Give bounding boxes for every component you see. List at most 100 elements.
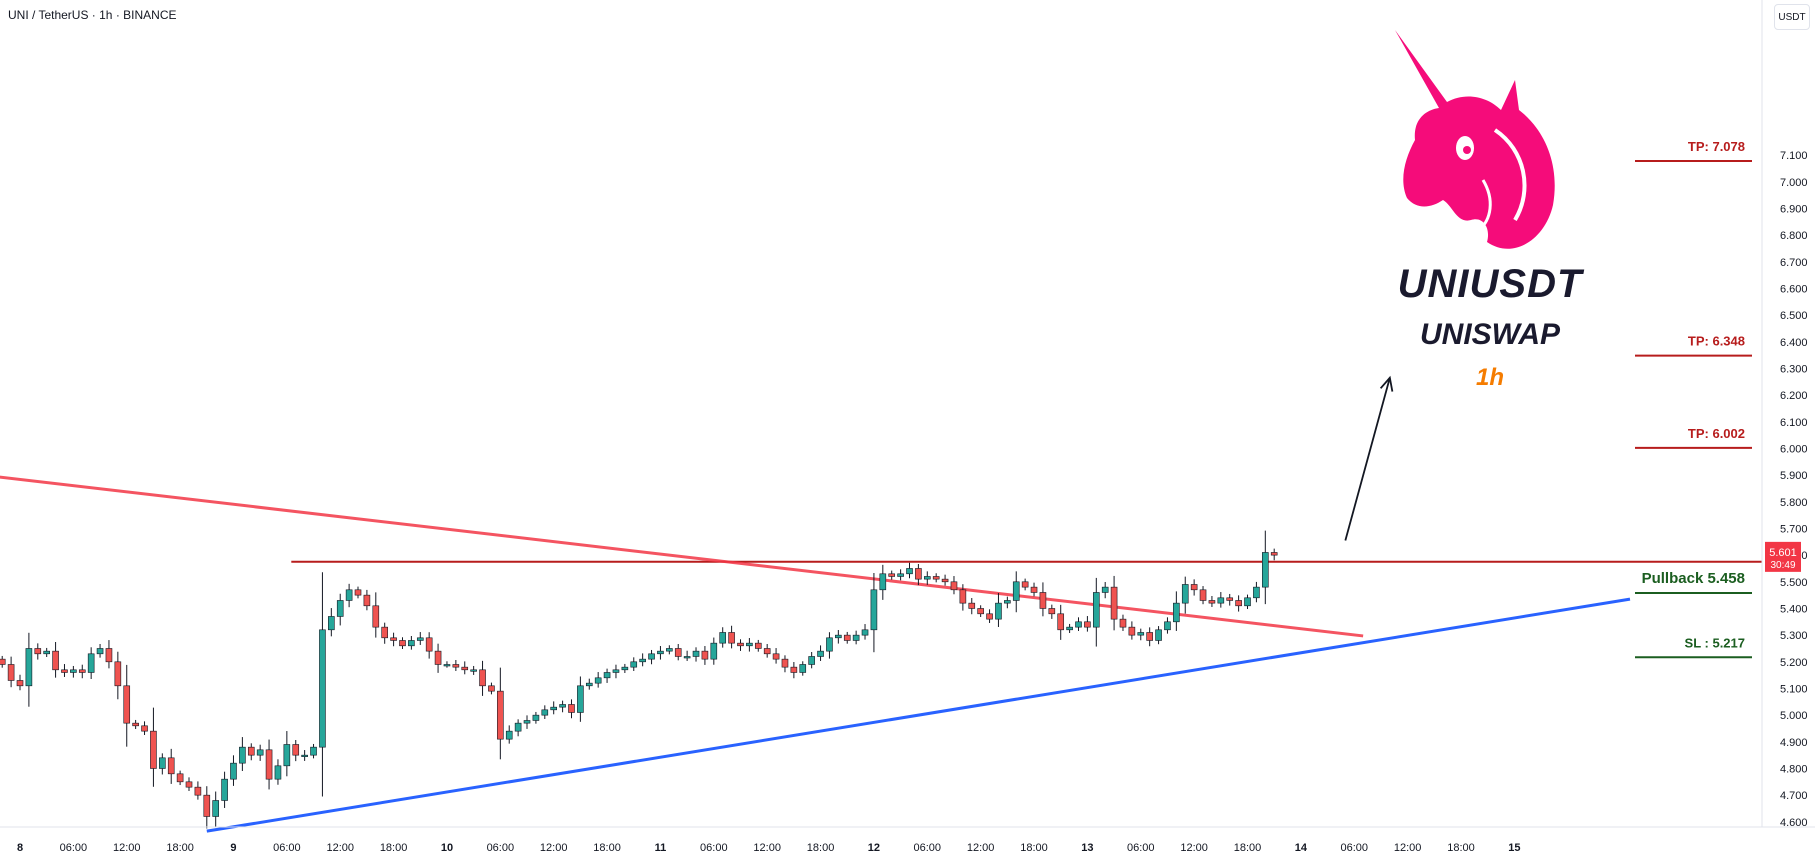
candle-body [345,589,353,601]
candle-body [381,626,388,639]
levels-layer: TP: 7.078 TP: 6.348 TP: 6.002 Pullback 5.45… [291,139,1762,659]
candle-body [1084,621,1091,628]
x-tick-label: 12:00 [540,842,568,854]
x-tick-label: 06:00 [273,842,301,854]
candle-body [1012,581,1020,601]
candle-body [132,722,139,727]
candle-body [203,794,211,817]
candle-body [737,642,744,647]
candle-body [1199,589,1207,601]
candle-body [808,656,815,665]
candle-body [1181,584,1189,604]
candle-body [328,616,335,631]
x-tick-label: 12:00 [1180,842,1208,854]
y-tick-label: 5.500 [1780,577,1808,589]
candle-body [239,746,246,764]
candle-body [906,568,913,575]
candle-body [443,664,451,667]
candle-body [1039,592,1047,609]
y-tick-label: 4.700 [1780,790,1808,802]
candle-body [923,576,931,580]
candle-body [799,664,807,673]
current-price-badge [1765,541,1801,572]
candle-body [1270,552,1278,556]
candle-body [1101,586,1109,593]
target-level-label: Pullback 5.458 [1642,570,1745,587]
candle-body [283,744,291,767]
candle-body [541,709,549,716]
candle-body [888,573,896,577]
candle-body [639,658,646,663]
y-tick-label: 6.500 [1780,310,1808,322]
candle-body [1137,632,1145,636]
x-tick-label: 12:00 [1394,842,1422,854]
candle-body [1110,586,1118,620]
x-tick-label: 18:00 [1234,842,1262,854]
candle-body [354,589,362,596]
candle-body [1244,597,1251,607]
y-tick-label: 4.600 [1780,817,1808,829]
candle-body [959,589,967,604]
x-tick-label: 06:00 [914,842,942,854]
candle-body [34,648,42,655]
x-tick-label: 15 [1508,842,1520,854]
candle-body [87,653,95,673]
candle-body [523,720,531,724]
y-tick-label: 6.000 [1780,443,1808,455]
y-tick-label: 5.900 [1780,470,1808,482]
candle-body [256,749,264,756]
candle-body [1066,626,1073,631]
candle-body [461,666,469,671]
candle-body [505,730,513,740]
candle-body [301,754,308,757]
x-tick-label: 11 [655,842,667,854]
x-tick-label: 13 [1081,842,1093,854]
brand-title: UNIUSDT [1397,262,1583,306]
candle-body [817,650,824,657]
y-tick-label: 5.000 [1780,710,1808,722]
candle-body [70,669,77,673]
candle-body [772,653,780,660]
candle-body [1208,600,1216,604]
candle-body [968,602,976,609]
candle-body [96,648,104,655]
candle-body [692,650,700,657]
y-tick-label: 5.800 [1780,497,1808,509]
candle-body [577,685,584,713]
y-tick-label: 5.100 [1780,683,1808,695]
candle-body [292,744,300,756]
candle-body [1173,602,1180,623]
candle-body [434,650,442,665]
candle-body [488,685,495,692]
y-tick-label: 6.100 [1780,417,1808,429]
candle-body [568,704,575,713]
candle-body [621,666,629,671]
target-level-label: TP: 6.002 [1688,426,1745,441]
candle-body [719,632,727,644]
candle-body [1092,592,1100,628]
y-tick-label: 7.100 [1780,150,1808,162]
x-tick-label: 06:00 [1127,842,1155,854]
candle-body [1030,586,1038,593]
candle-body [274,765,282,780]
candle-body [61,669,68,673]
logo-unicorn-head-shape [1395,30,1555,249]
candle-body [1057,613,1065,631]
x-tick-label: 14 [1295,842,1308,854]
y-tick-label: 6.200 [1780,390,1808,402]
y-tick-label: 6.300 [1780,363,1808,375]
candle-body [408,640,415,647]
candle-body [514,722,522,732]
target-level-label: TP: 6.348 [1688,334,1745,349]
y-tick-label: 6.900 [1780,203,1808,215]
x-tick-label: 06:00 [1340,842,1368,854]
candle-body [123,685,131,724]
currency-unit-button[interactable]: USDT [1774,4,1810,30]
candle-body [710,642,718,660]
y-tick-label: 5.700 [1780,523,1808,535]
candle-body [221,778,228,801]
x-tick-label: 10 [441,842,453,854]
uptrend-line [206,597,1631,833]
